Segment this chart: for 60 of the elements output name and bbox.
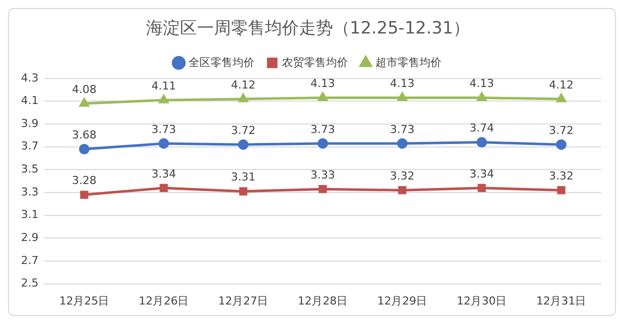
point [78, 144, 90, 154]
legend-label: 超市零售均价 [375, 56, 442, 69]
point [397, 138, 408, 149]
x-tick-label: 12月30日 [456, 294, 507, 308]
point [317, 138, 328, 149]
data-label: 3.31 [230, 170, 256, 184]
point [398, 186, 406, 194]
data-label: 3.32 [549, 170, 574, 183]
x-tick-label: 12月29日 [377, 294, 428, 308]
data-label: 3.72 [549, 124, 574, 137]
data-label: 4.11 [151, 79, 176, 92]
data-label: 4.12 [230, 78, 256, 92]
point [476, 137, 487, 148]
y-tick-label: 3.1 [20, 208, 38, 222]
data-label: 3.73 [151, 122, 176, 136]
data-label: 4.12 [549, 78, 574, 92]
point [159, 94, 168, 104]
y-tick-label: 2.5 [20, 276, 38, 290]
point [238, 94, 248, 102]
y-tick-label: 2.9 [20, 231, 38, 244]
point [158, 138, 169, 149]
x-tick-label: 12月27日 [218, 294, 268, 308]
data-label: 3.32 [390, 170, 414, 183]
point [238, 139, 248, 150]
data-label: 3.74 [470, 122, 494, 135]
data-label: 4.13 [310, 77, 335, 90]
data-label: 3.73 [310, 122, 335, 136]
point [556, 139, 566, 150]
data-label: 3.34 [470, 167, 494, 180]
y-tick-label: 3.7 [20, 140, 38, 153]
data-label: 4.13 [470, 77, 494, 90]
x-tick-label: 12月25日 [59, 294, 110, 308]
point [80, 190, 88, 199]
y-tick-label: 3.5 [20, 162, 38, 176]
y-tick-label: 4.1 [20, 94, 38, 108]
data-label: 3.72 [230, 124, 256, 137]
y-tick-label: 2.7 [20, 254, 38, 267]
point [556, 94, 566, 102]
x-tick-label: 12月31日 [536, 294, 586, 308]
data-label: 3.73 [390, 122, 414, 136]
y-tick-label: 3.3 [20, 185, 38, 198]
data-label: 3.68 [72, 128, 96, 142]
point [80, 98, 89, 107]
data-label: 4.13 [390, 77, 414, 90]
x-tick-label: 12月26日 [138, 294, 189, 308]
y-tick-label: 3.9 [20, 116, 38, 130]
point [557, 186, 566, 194]
point [239, 187, 248, 196]
data-label: 4.08 [72, 82, 96, 96]
point [160, 184, 168, 192]
data-label: 3.28 [72, 174, 96, 188]
legend-label: 全区零售均价 [188, 56, 254, 69]
chart-title: 海淀区一周零售均价走势（12.25-12.31） [146, 18, 470, 39]
y-tick-label: 4.3 [20, 71, 38, 84]
data-label: 3.33 [310, 168, 335, 182]
point [478, 184, 486, 192]
x-tick-label: 12月28日 [298, 294, 348, 308]
point [318, 185, 327, 194]
data-label: 3.34 [151, 167, 176, 180]
legend-label: 农贸零售均价 [282, 56, 348, 69]
